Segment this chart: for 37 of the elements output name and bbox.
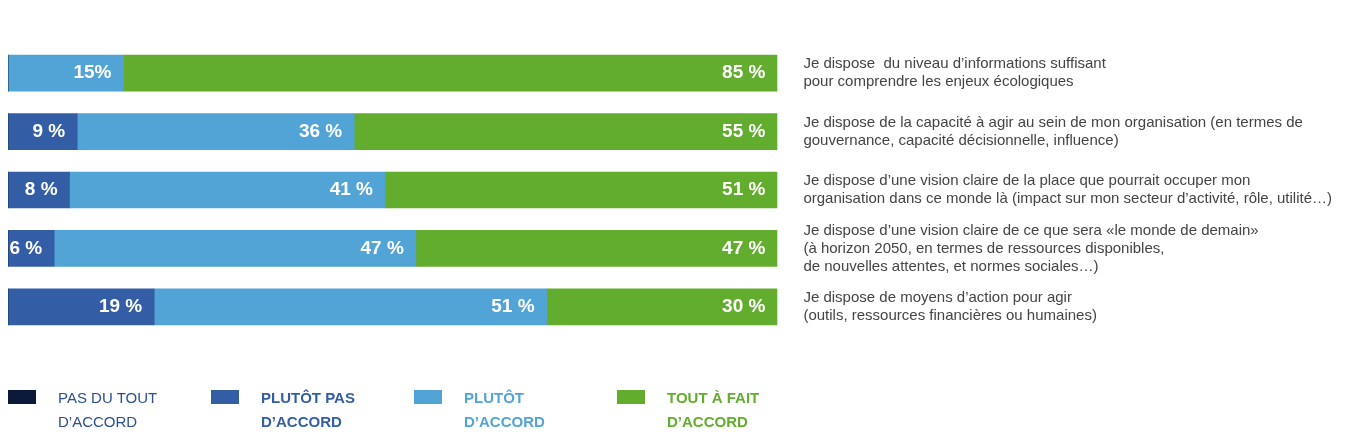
bar bbox=[384, 171, 778, 209]
data-label: 47 % bbox=[360, 236, 404, 258]
data-label: 51 % bbox=[722, 178, 766, 200]
y-tick-label: Je dispose d’une vision claire de ce que sera «le monde de demain» (à horizon 2050, en termes de ressources disponibles, de nouvelles attentes, et normes sociales…) bbox=[803, 220, 1259, 274]
data-label: 19 % bbox=[98, 295, 143, 317]
y-tick-label: Je dispose du niveau d’informations suffisant pour comprendre les enjeux écologiques bbox=[803, 54, 1107, 90]
bar bbox=[8, 113, 78, 150]
bar bbox=[546, 288, 778, 326]
bar bbox=[8, 171, 70, 209]
bar bbox=[53, 230, 417, 267]
data-label: 15% bbox=[73, 61, 112, 83]
data-label: 8 % bbox=[24, 178, 58, 200]
bar bbox=[123, 54, 778, 92]
data-label: 6 % bbox=[9, 236, 43, 258]
data-label: 51 % bbox=[491, 295, 535, 317]
bar bbox=[153, 288, 547, 326]
data-label: 41 % bbox=[329, 178, 374, 200]
bar bbox=[8, 54, 124, 92]
data-label: 30 % bbox=[722, 295, 766, 317]
data-label: 55 % bbox=[722, 119, 766, 141]
data-label: 47 % bbox=[722, 236, 766, 258]
bar bbox=[76, 113, 355, 150]
y-tick-label: Je dispose de moyens d’action pour agir (outils, ressources financières ou humaines) bbox=[803, 287, 1097, 323]
y-tick-label: Je dispose d’une vision claire de la place que pourrait occuper mon organisation dans ce monde là (impact sur mon secteur d’activité, rôle, utilité…) bbox=[803, 171, 1332, 207]
bar bbox=[353, 113, 778, 150]
data-label: 9 % bbox=[32, 119, 66, 141]
data-label: 36 % bbox=[298, 119, 343, 141]
bar bbox=[8, 288, 155, 326]
legend-label: PLUTÔT PAS D’ACCORD bbox=[261, 388, 356, 432]
y-tick-label: Je dispose de la capacité à agir au sein de mon organisation (en termes de gouvernance, capacité décisionnelle, influence) bbox=[803, 112, 1303, 148]
bar bbox=[69, 171, 386, 209]
bar bbox=[415, 230, 778, 267]
bar bbox=[8, 230, 55, 267]
legend-label: TOUT À FAIT D’ACCORD bbox=[667, 388, 761, 432]
data-label: 85 % bbox=[722, 61, 766, 83]
legend-label: PLUTÔT D’ACCORD bbox=[464, 388, 546, 432]
legend-label: PAS DU TOUT D’ACCORD bbox=[58, 388, 158, 432]
